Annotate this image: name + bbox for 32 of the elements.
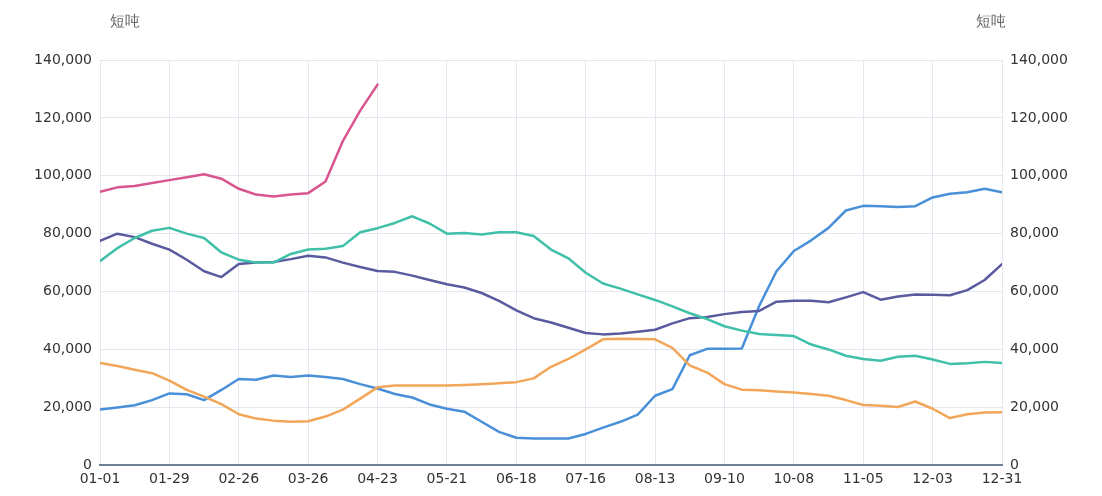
x-tick-label: 08-13 xyxy=(634,470,676,487)
y2-tick-label: 40,000 xyxy=(1010,340,1059,357)
x-tick-label: 05-21 xyxy=(426,470,468,487)
y2-tick-label: 140,000 xyxy=(1010,50,1068,67)
y-tick-label: 40,000 xyxy=(43,340,92,357)
x-tick-label: 01-01 xyxy=(79,470,121,487)
y-tick-label: 80,000 xyxy=(43,224,92,241)
y-tick-label: 140,000 xyxy=(34,50,92,67)
y-tick-label: 60,000 xyxy=(43,282,92,299)
x-tick-label: 10-08 xyxy=(773,470,815,487)
y2-tick-label: 120,000 xyxy=(1010,108,1068,125)
x-tick-label: 07-16 xyxy=(565,470,607,487)
x-tick-label: 02-26 xyxy=(218,470,260,487)
y2-tick-label: 0 xyxy=(1010,455,1019,472)
x-tick-label: 12-31 xyxy=(981,470,1023,487)
y-tick-label: 100,000 xyxy=(34,166,92,183)
x-tick-label: 04-23 xyxy=(357,470,398,487)
y-tick-label: 0 xyxy=(83,455,92,472)
y2-tick-label: 20,000 xyxy=(1010,397,1059,414)
x-tick-label: 06-18 xyxy=(495,470,537,487)
y2-tick-label: 100,000 xyxy=(1010,166,1068,183)
x-tick-label: 12-03 xyxy=(912,470,953,487)
y2-tick-label: 80,000 xyxy=(1010,224,1059,241)
x-tick-label: 09-10 xyxy=(704,470,745,487)
y2-axis-title: 短吨 xyxy=(976,11,1006,30)
y-tick-label: 120,000 xyxy=(34,108,92,125)
x-tick-label: 03-26 xyxy=(287,470,329,487)
y-axis-title: 短吨 xyxy=(110,11,140,30)
y-tick-label: 20,000 xyxy=(43,397,92,414)
y2-tick-label: 60,000 xyxy=(1010,282,1059,299)
x-tick-label: 11-05 xyxy=(842,470,884,487)
x-tick-label: 01-29 xyxy=(149,470,190,487)
